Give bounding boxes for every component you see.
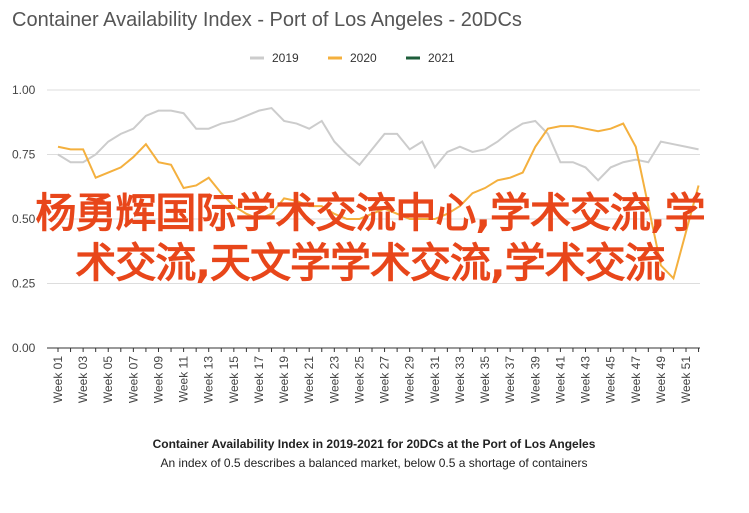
x-tick-label: Week 47 [629,356,643,403]
overlay-text: 杨勇辉国际学术交流中心,学术交流,学术交流,天文学学术交流,学术交流 [35,189,705,287]
x-tick-label: Week 31 [428,356,442,403]
x-tick-label: Week 49 [654,356,668,403]
y-tick-label: 1.00 [12,83,36,97]
x-tick-label: Week 21 [302,356,316,403]
x-tick-label: Week 37 [503,356,517,403]
series-line [57,122,700,281]
y-tick-label: 0.75 [12,148,36,162]
x-tick-label: Week 09 [151,356,165,403]
legend-label: 2019 [272,51,299,65]
x-tick-label: Week 03 [76,356,90,403]
x-tick-label: Week 05 [101,356,115,403]
caption: Container Availability Index in 2019-202… [153,437,596,451]
series-line [57,106,699,182]
x-tick-label: Week 51 [679,356,693,403]
x-tick-label: Week 19 [277,356,291,403]
x-tick-label: Week 27 [378,356,392,403]
legend-label: 2021 [428,51,455,65]
x-tick-label: Week 35 [478,356,492,403]
x-tick-label: Week 45 [604,356,618,403]
x-tick-label: Week 25 [352,356,366,403]
x-tick-label: Week 07 [126,356,140,403]
x-tick-label: Week 43 [579,356,593,403]
x-tick-label: Week 01 [51,356,65,403]
legend-label: 2020 [350,51,377,65]
x-tick-label: Week 39 [528,356,542,403]
subcaption: An index of 0.5 describes a balanced mar… [161,456,588,470]
x-tick-label: Week 11 [177,356,191,403]
x-tick-label: Week 33 [453,356,467,403]
x-tick-label: Week 13 [202,356,216,403]
x-tick-label: Week 29 [403,356,417,403]
y-tick-label: 0.50 [12,212,36,226]
x-tick-label: Week 41 [553,356,567,403]
y-tick-label: 0.00 [12,341,36,355]
chart-title: Container Availability Index - Port of L… [12,9,522,31]
x-tick-label: Week 17 [252,356,266,403]
x-tick-label: Week 23 [327,356,341,403]
x-tick-label: Week 15 [227,356,241,403]
y-tick-label: 0.25 [12,277,36,291]
